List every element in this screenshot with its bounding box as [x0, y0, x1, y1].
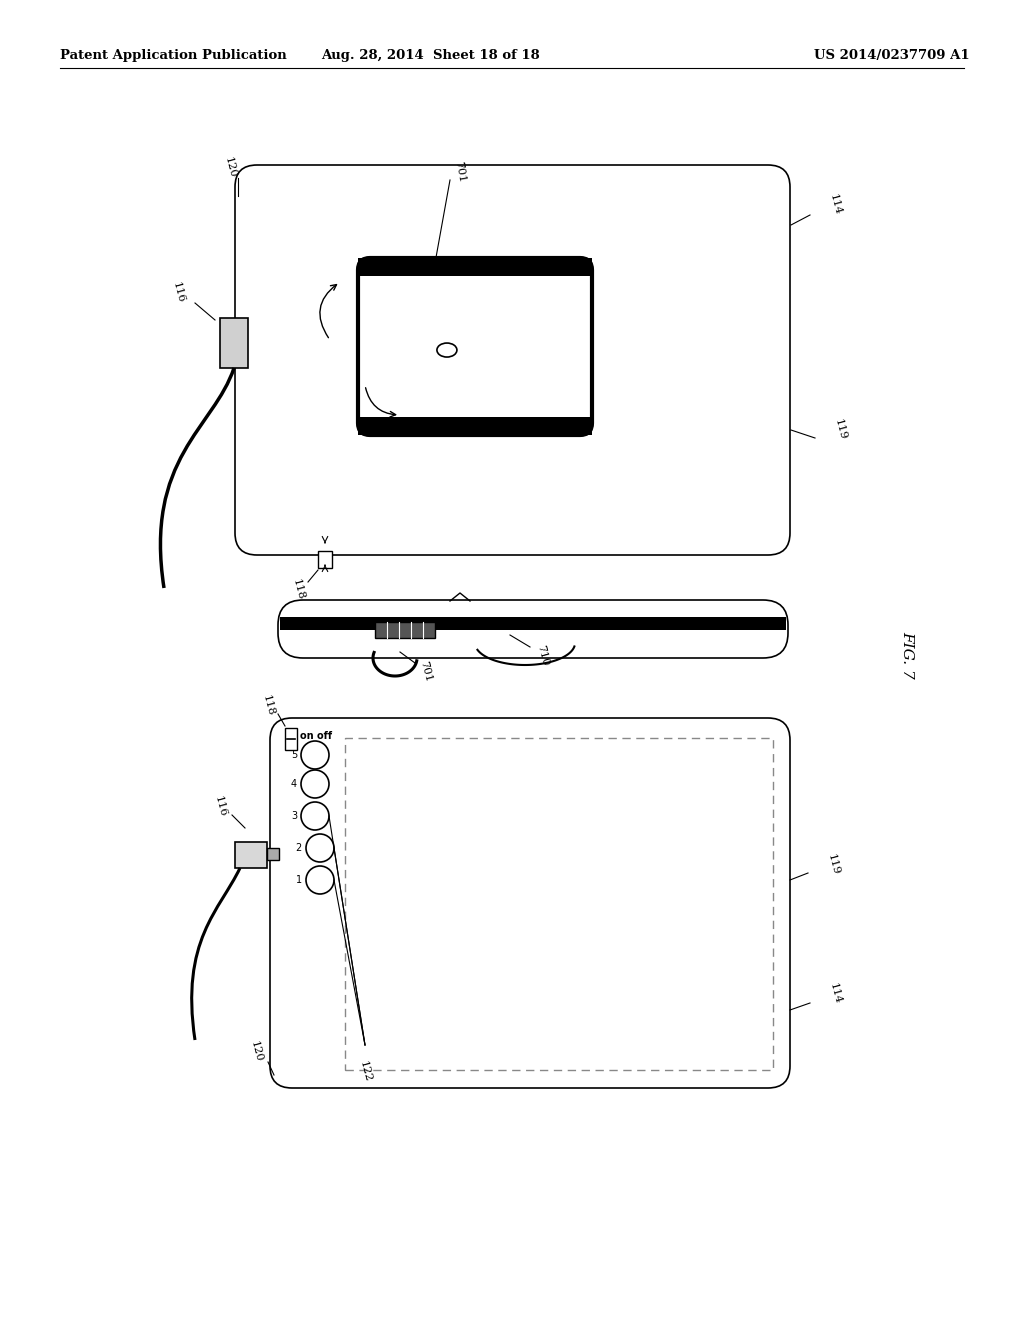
Text: 701: 701 — [418, 660, 433, 682]
Text: 118: 118 — [260, 694, 275, 718]
Bar — [280, 616, 786, 630]
Text: FIG. 7: FIG. 7 — [900, 631, 914, 678]
Text: Patent Application Publication: Patent Application Publication — [60, 49, 287, 62]
Text: on off: on off — [300, 731, 332, 741]
Text: 2: 2 — [296, 843, 302, 853]
Text: 119: 119 — [826, 854, 841, 876]
Bar — [375, 622, 435, 638]
Text: 120: 120 — [249, 1040, 263, 1064]
Text: US 2014/0237709 A1: US 2014/0237709 A1 — [814, 49, 970, 62]
Text: 116: 116 — [170, 281, 185, 305]
Text: 120: 120 — [222, 156, 238, 180]
Text: 1: 1 — [296, 875, 302, 884]
Ellipse shape — [437, 343, 457, 356]
Circle shape — [301, 803, 329, 830]
Text: 116: 116 — [212, 796, 227, 818]
Text: 5: 5 — [291, 750, 297, 760]
Text: 122: 122 — [357, 1060, 373, 1084]
Text: 4: 4 — [291, 779, 297, 789]
Bar — [358, 257, 592, 276]
Circle shape — [306, 834, 334, 862]
Text: 3: 3 — [291, 810, 297, 821]
Circle shape — [301, 770, 329, 799]
Text: 118: 118 — [291, 578, 305, 602]
Circle shape — [306, 866, 334, 894]
Bar — [318, 550, 332, 568]
Circle shape — [301, 741, 329, 770]
Bar — [234, 842, 267, 869]
Bar — [285, 729, 297, 750]
Text: 710: 710 — [535, 643, 550, 667]
Text: 701: 701 — [453, 161, 467, 183]
Text: 114: 114 — [828, 982, 843, 1006]
Bar — [345, 738, 773, 1071]
FancyBboxPatch shape — [358, 257, 592, 436]
Bar — [267, 847, 279, 861]
FancyBboxPatch shape — [278, 601, 788, 657]
Text: 114: 114 — [828, 194, 843, 216]
Bar — [220, 318, 248, 368]
FancyBboxPatch shape — [270, 718, 790, 1088]
FancyBboxPatch shape — [234, 165, 790, 554]
Bar — [358, 417, 592, 436]
Text: Aug. 28, 2014  Sheet 18 of 18: Aug. 28, 2014 Sheet 18 of 18 — [321, 49, 540, 62]
Text: 119: 119 — [833, 418, 848, 442]
